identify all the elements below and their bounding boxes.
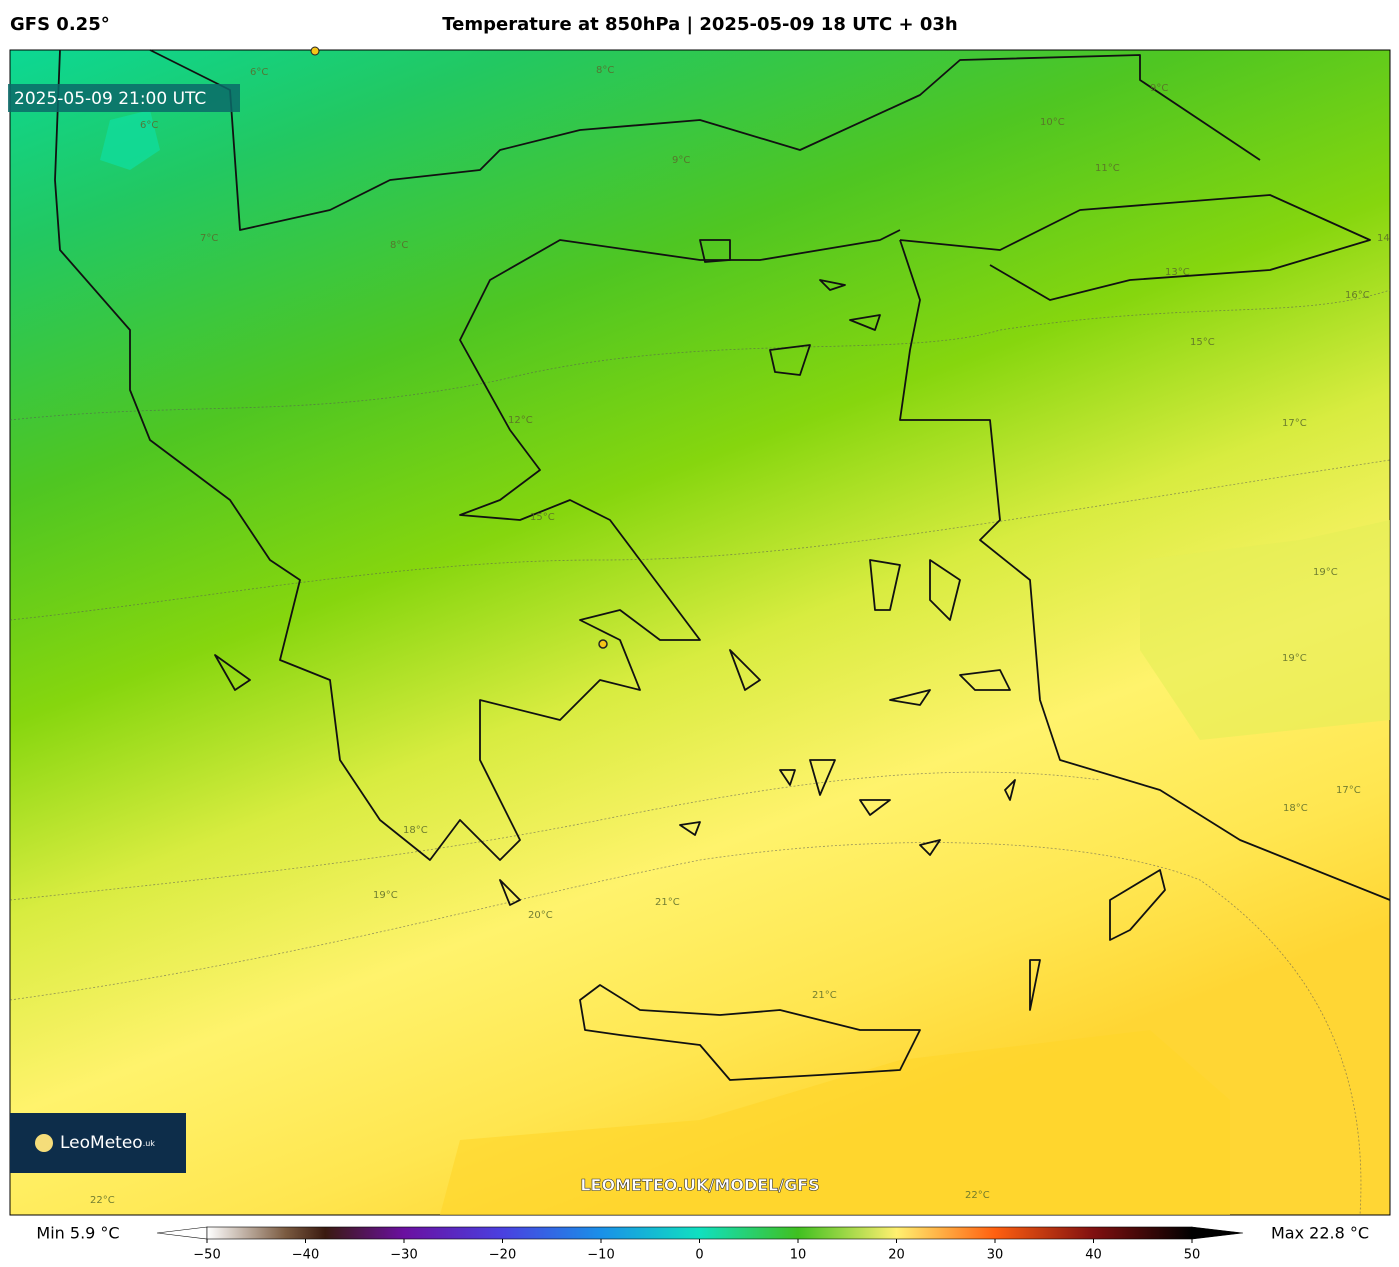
colorbar-extend-high (1191, 1226, 1244, 1240)
logo-suffix: .uk (143, 1139, 156, 1148)
field-patch (440, 1030, 1230, 1215)
contour-labels: 6°C 6°C 7°C 8°C 8°C 9°C 9°C 10°C 11°C 13… (90, 65, 1390, 1206)
colorbar-tick-label: 40 (1085, 1248, 1102, 1263)
colorbar-tick-label: −20 (489, 1248, 516, 1263)
coastline (899, 239, 1391, 901)
isotherm (9, 842, 1362, 1216)
contour-label: 22°C (90, 1195, 115, 1206)
contour-label: 7°C (200, 233, 218, 244)
colorbar-tick-label: −50 (193, 1248, 220, 1263)
contour-label: 16°C (1345, 290, 1370, 301)
contour-label: 9°C (1150, 83, 1168, 94)
border (149, 49, 1261, 231)
contour-label: 10°C (1040, 117, 1065, 128)
valid-time: 2025-05-09 21:00 UTC (14, 89, 206, 109)
contour-label: 19°C (373, 890, 398, 901)
city-marker (598, 639, 608, 649)
coastline (54, 49, 901, 861)
contour-label: 6°C (250, 67, 268, 78)
contour-label: 18°C (1283, 803, 1308, 814)
colorbar-extend-low (156, 1226, 208, 1240)
contour-label: 17°C (1282, 418, 1307, 429)
contour-label: 21°C (655, 897, 680, 908)
contour-label: 19°C (1282, 653, 1307, 664)
logo-text: LeoMeteo.uk (60, 1133, 155, 1153)
colorbar-tick-label: 0 (695, 1248, 703, 1263)
max-label: Max 22.8 °C (1271, 1224, 1369, 1243)
contour-label: 6°C (140, 120, 158, 131)
field-patch (1140, 520, 1390, 740)
colorbar-tick-label: 10 (790, 1248, 807, 1263)
min-label: Min 5.9 °C (36, 1224, 119, 1243)
contour-label: 20°C (528, 910, 553, 921)
contour-label: 19°C (1313, 567, 1338, 578)
field-patch (100, 110, 160, 170)
logo-name: LeoMeteo (60, 1133, 143, 1153)
contour-label: 21°C (812, 990, 837, 1001)
islands (214, 649, 1041, 1011)
contour-label: 12°C (508, 415, 533, 426)
contour-label: 17°C (1336, 785, 1361, 796)
logo-sun (35, 1134, 53, 1152)
map-area: 6°C 6°C 7°C 8°C 8°C 9°C 9°C 10°C 11°C 13… (8, 46, 1391, 1216)
model-label: GFS 0.25° (10, 14, 110, 35)
coastline (899, 194, 1371, 301)
colorbar-tick-label: −40 (292, 1248, 319, 1263)
contour-label: 13°C (1165, 267, 1190, 278)
colorbar-tick-label: 30 (987, 1248, 1004, 1263)
contour-label: 14 (1377, 233, 1390, 244)
contour-label: 9°C (672, 155, 690, 166)
colorbar-tick-label: −10 (587, 1248, 614, 1263)
watermark: LEOMETEO.UK/MODEL/GFS (580, 1176, 819, 1195)
contour-label: 22°C (965, 1190, 990, 1201)
contour-label: 18°C (403, 825, 428, 836)
contour-label: 15°C (1190, 337, 1215, 348)
city-marker (310, 46, 320, 56)
crete (579, 984, 921, 1081)
islands (699, 239, 961, 621)
colorbar-tick-label: −30 (390, 1248, 417, 1263)
contour-label: 8°C (596, 65, 614, 76)
colorbar-tick-label: 50 (1184, 1248, 1201, 1263)
contour-label: 15°C (530, 512, 555, 523)
contour-label: 11°C (1095, 163, 1120, 174)
contour-label: 8°C (390, 240, 408, 251)
colorbar: −50 −40 −30 −20 −10 0 10 20 30 40 50 (156, 1226, 1244, 1263)
coastlines (54, 49, 1391, 1081)
colorbar-bar (206, 1226, 1193, 1240)
time-box (8, 84, 240, 112)
island (1109, 869, 1166, 941)
colorbar-tick-label: 20 (888, 1248, 905, 1263)
map-title: Temperature at 850hPa | 2025-05-09 18 UT… (442, 14, 957, 35)
